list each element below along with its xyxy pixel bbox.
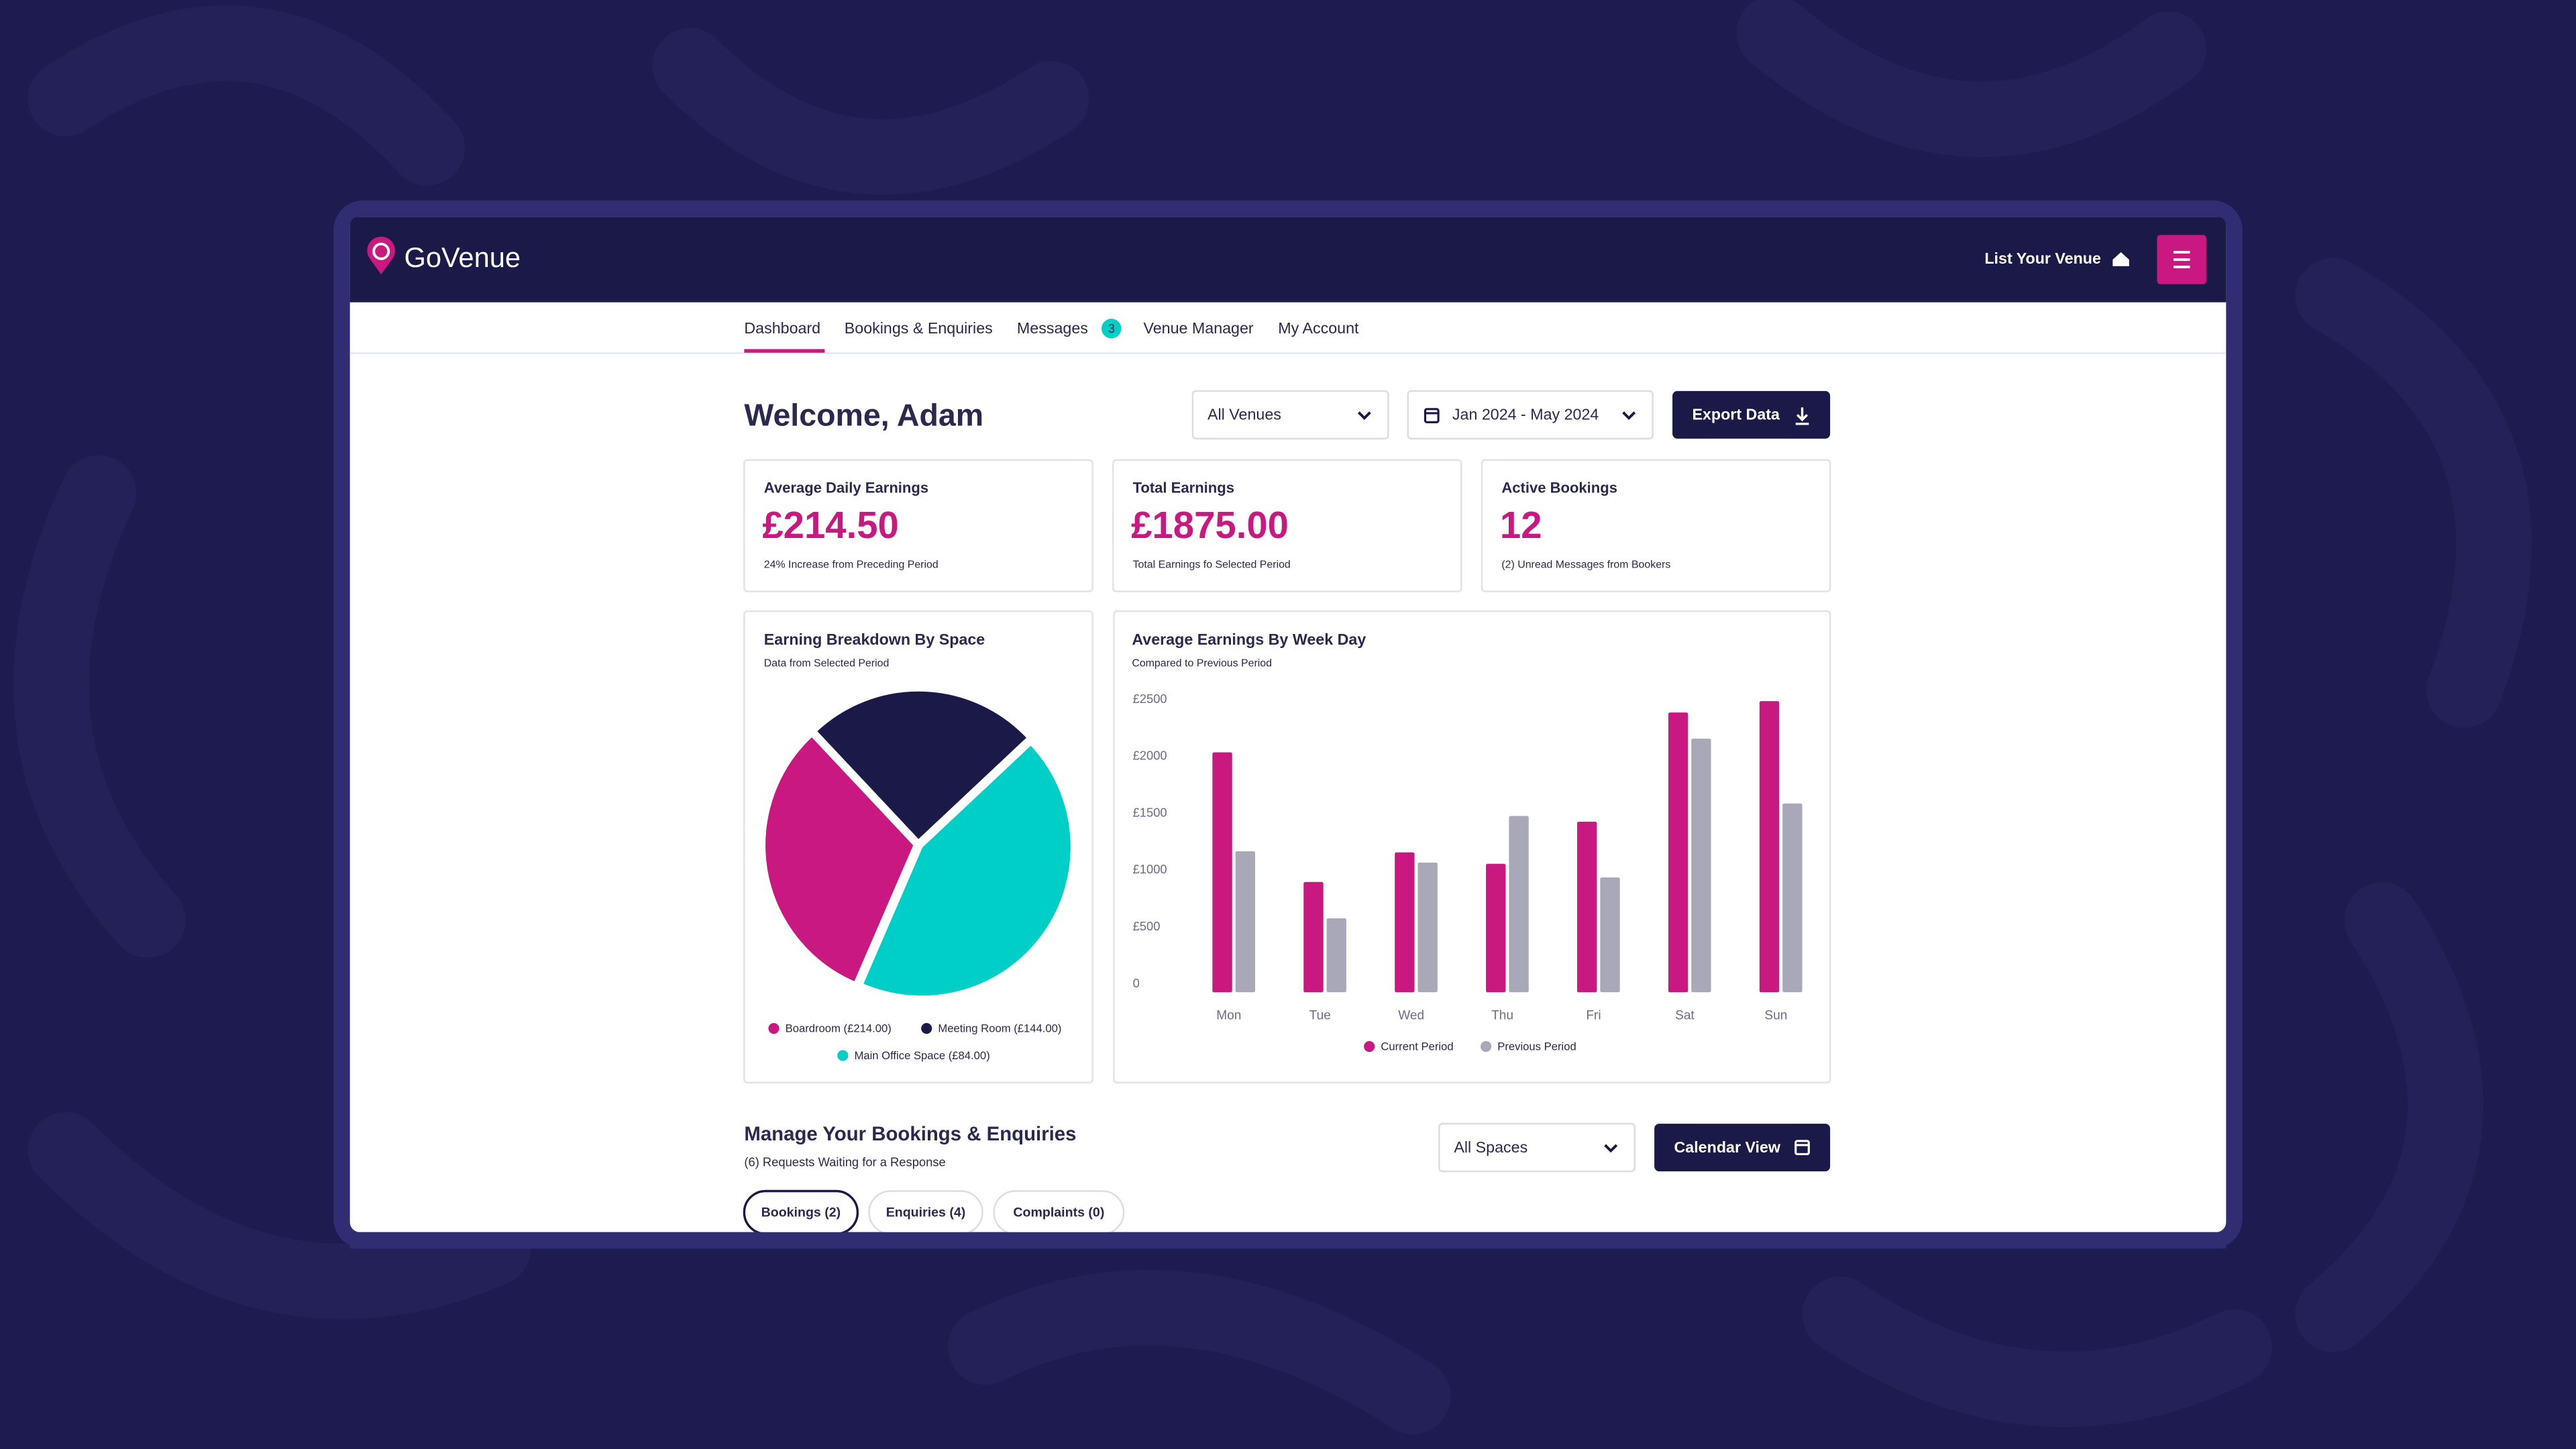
bar bbox=[1577, 821, 1597, 993]
y-tick-label: £2500 bbox=[1133, 692, 1167, 706]
legend-label: Current Period bbox=[1381, 1040, 1453, 1053]
x-tick-label: Thu bbox=[1491, 1009, 1513, 1023]
x-tick-label: Fri bbox=[1586, 1009, 1601, 1023]
bar bbox=[1691, 739, 1711, 993]
legend-swatch bbox=[1364, 1040, 1375, 1053]
messages-badge-count: 3 bbox=[1108, 321, 1115, 335]
chevron bbox=[1357, 411, 1371, 421]
bar bbox=[1509, 816, 1529, 993]
date-dropdown[interactable] bbox=[1407, 390, 1654, 440]
x-tick-label: Tue bbox=[1309, 1009, 1331, 1023]
logo-icon bbox=[367, 236, 395, 274]
menu-icon bbox=[2174, 250, 2190, 268]
venue-dropdown[interactable] bbox=[1191, 390, 1389, 440]
pie-subtitle: Data from Selected Period bbox=[764, 658, 890, 669]
bar bbox=[1212, 752, 1232, 993]
home-icon bbox=[2112, 252, 2129, 266]
bar-card bbox=[1113, 610, 1831, 1084]
nav-item[interactable]: Venue Manager bbox=[1143, 319, 1253, 337]
stat-note: (2) Unread Messages from Bookers bbox=[1501, 559, 1670, 571]
legend-swatch bbox=[837, 1050, 849, 1061]
stat-value: £214.50 bbox=[762, 504, 899, 546]
y-tick-label: 0 bbox=[1133, 976, 1140, 990]
stat-title: Average Daily Earnings bbox=[764, 479, 928, 496]
legend-label: Previous Period bbox=[1497, 1040, 1576, 1053]
nav-item[interactable]: Bookings & Enquiries bbox=[845, 319, 993, 337]
space-dropdown[interactable] bbox=[1438, 1122, 1635, 1173]
tab-label: Enquiries (4) bbox=[886, 1205, 966, 1220]
bookings-title: Manage Your Bookings & Enquiries bbox=[744, 1123, 1076, 1145]
stat-note: 24% Increase from Preceding Period bbox=[764, 559, 938, 571]
bar-subtitle: Compared to Previous Period bbox=[1132, 658, 1272, 669]
chevron bbox=[1622, 411, 1636, 421]
legend-swatch bbox=[1481, 1040, 1492, 1053]
chevron bbox=[1604, 1144, 1618, 1153]
date-dropdown-text: Jan 2024 - May 2024 bbox=[1452, 406, 1599, 423]
background-pattern bbox=[13, 0, 2532, 1434]
header-bar bbox=[350, 217, 2226, 303]
bar bbox=[1417, 862, 1438, 993]
nav-item[interactable]: Dashboard bbox=[744, 319, 820, 337]
y-tick-label: £500 bbox=[1133, 919, 1161, 933]
x-tick-label: Mon bbox=[1216, 1009, 1241, 1023]
calendar-icon bbox=[1794, 1140, 1810, 1155]
bar bbox=[1600, 877, 1620, 993]
x-tick-label: Wed bbox=[1398, 1009, 1424, 1023]
y-tick-label: £1500 bbox=[1133, 805, 1167, 819]
bar bbox=[1395, 852, 1415, 993]
bar bbox=[1668, 712, 1688, 993]
venue-dropdown-text: All Venues bbox=[1208, 406, 1281, 423]
bar bbox=[1486, 863, 1506, 993]
messages-badge bbox=[1102, 319, 1122, 339]
x-tick-label: Sun bbox=[1764, 1009, 1787, 1023]
export-button-text: Export Data bbox=[1692, 406, 1780, 423]
legend-swatch bbox=[768, 1022, 780, 1034]
legend-label: Meeting Room (£144.00) bbox=[938, 1022, 1061, 1035]
list-venue-link[interactable]: List Your Venue bbox=[1984, 250, 2101, 267]
nav-item[interactable]: My Account bbox=[1278, 319, 1359, 337]
pie-title: Earning Breakdown By Space bbox=[764, 631, 985, 648]
nav-active-indicator bbox=[744, 349, 825, 353]
x-tick-label: Sat bbox=[1675, 1009, 1695, 1023]
pie-slice bbox=[814, 690, 1029, 842]
welcome-heading: Welcome, Adam bbox=[744, 397, 983, 432]
pie-slice bbox=[861, 743, 1073, 998]
export-button[interactable] bbox=[1672, 390, 1831, 439]
bar bbox=[1303, 881, 1324, 993]
pie-slice bbox=[763, 735, 916, 984]
bar bbox=[1759, 701, 1780, 993]
stat-card bbox=[743, 459, 1093, 592]
stat-card bbox=[1481, 459, 1831, 592]
space-dropdown-text: All Spaces bbox=[1454, 1138, 1527, 1156]
tab-label: Bookings (2) bbox=[761, 1205, 841, 1220]
stat-note: Total Earnings fo Selected Period bbox=[1133, 559, 1291, 571]
brand: GoVenue bbox=[404, 241, 521, 273]
calendar-icon bbox=[1424, 408, 1440, 423]
stat-value: 12 bbox=[1500, 504, 1542, 546]
legend-label: Main Office Space (£84.00) bbox=[854, 1049, 989, 1062]
stat-value: £1875.00 bbox=[1131, 504, 1289, 546]
bar bbox=[1326, 918, 1346, 993]
tab-label: Complaints (0) bbox=[1013, 1205, 1104, 1220]
stat-title: Total Earnings bbox=[1133, 479, 1234, 496]
stat-card bbox=[1112, 459, 1462, 592]
bar bbox=[1235, 851, 1256, 993]
y-tick-label: £1000 bbox=[1133, 862, 1167, 876]
legend-swatch bbox=[921, 1022, 932, 1034]
bookings-subtitle: (6) Requests Waiting for a Response bbox=[744, 1155, 945, 1169]
calendar-button[interactable] bbox=[1654, 1124, 1831, 1172]
frame-bottom bbox=[350, 1232, 2226, 1249]
stat-title: Active Bookings bbox=[1501, 479, 1617, 496]
nav-item[interactable]: Messages bbox=[1017, 319, 1088, 337]
bar bbox=[1782, 803, 1803, 993]
legend-label: Boardroom (£214.00) bbox=[786, 1022, 892, 1035]
calendar-button-text: Calendar View bbox=[1674, 1138, 1781, 1156]
y-tick-label: £2000 bbox=[1133, 749, 1167, 763]
download-icon bbox=[1795, 407, 1809, 425]
bar-title: Average Earnings By Week Day bbox=[1132, 631, 1366, 648]
